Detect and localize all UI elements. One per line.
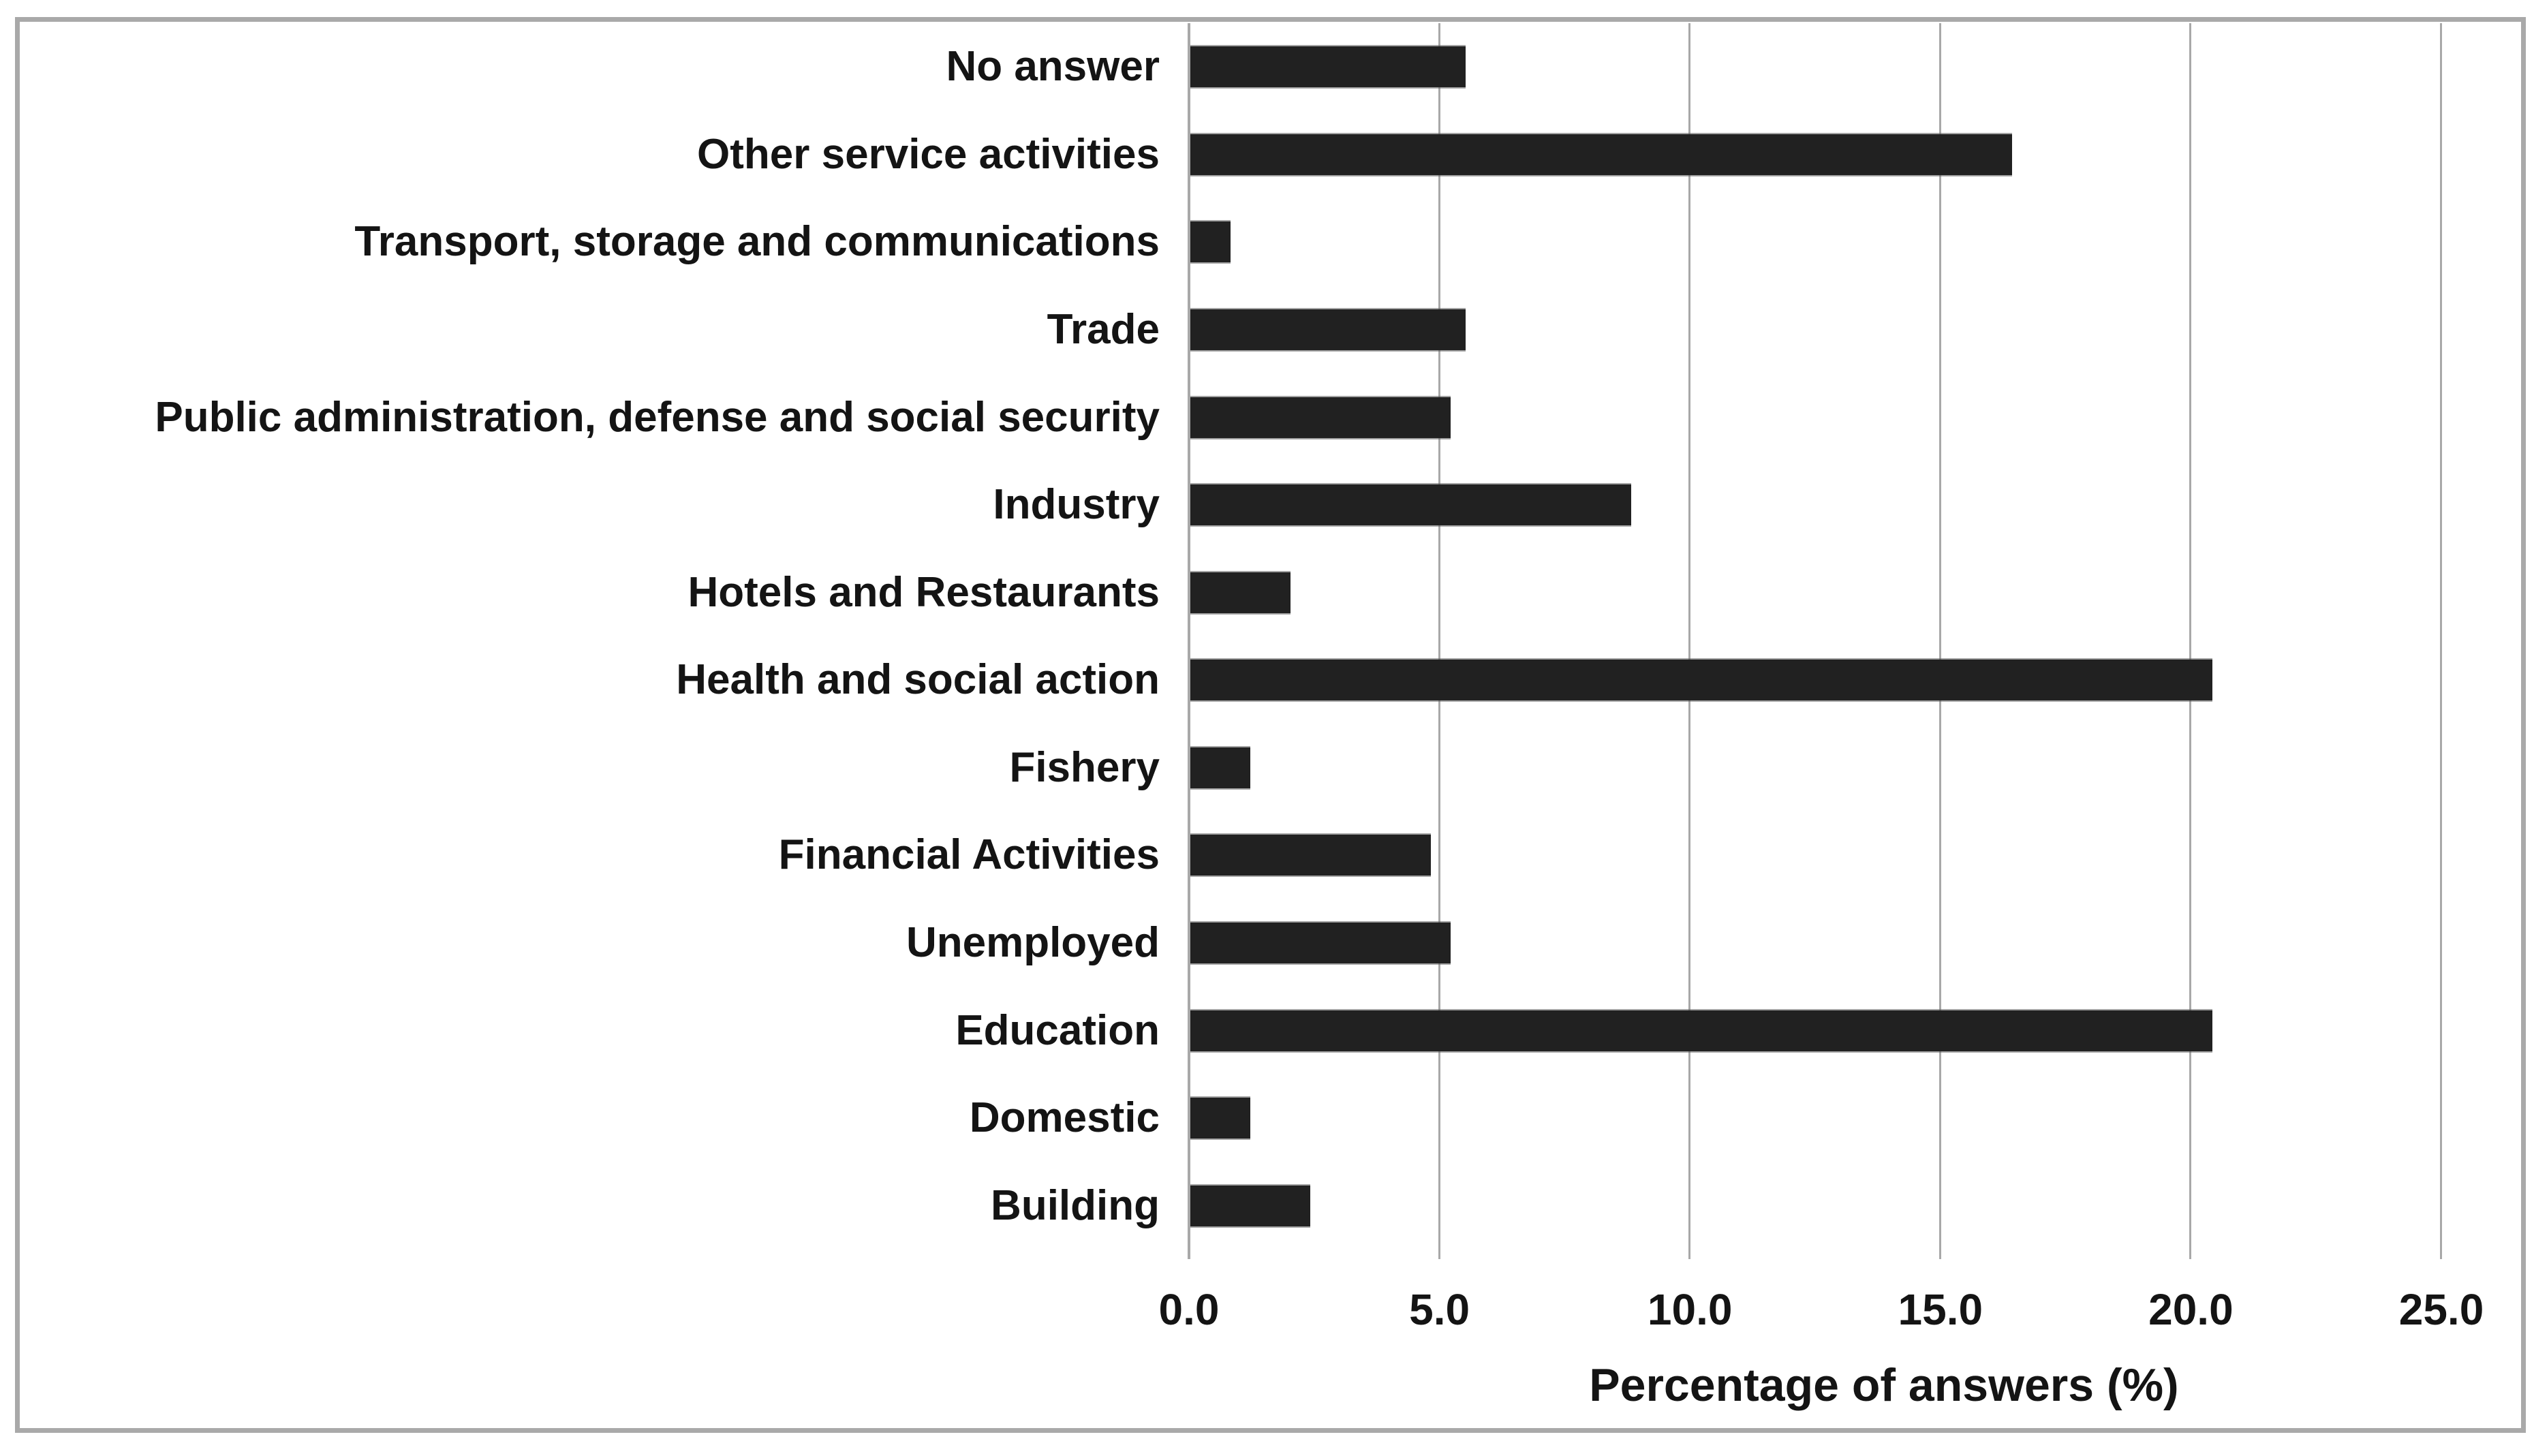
gridline-x-5: [1438, 23, 1440, 1259]
x-tick-label-0.0: 0.0: [1158, 1285, 1220, 1334]
x-tick-label-5.0: 5.0: [1409, 1285, 1470, 1334]
bar-domestic: [1190, 1098, 1251, 1139]
bar-financial-activities: [1190, 835, 1431, 876]
bar-public-administration-defense-and-social-security: [1190, 397, 1451, 438]
bar-industry: [1190, 484, 1631, 526]
category-label: Other service activities: [697, 130, 1160, 178]
bar-unemployed: [1190, 923, 1451, 963]
x-axis-title: Percentage of answers (%): [1589, 1359, 2179, 1411]
figure-border: [15, 17, 2526, 1433]
gridline-x-25: [2440, 23, 2442, 1259]
bar-other-service-activities: [1190, 134, 2012, 175]
x-tick-label-15.0: 15.0: [1898, 1285, 1983, 1334]
category-label: Domestic: [969, 1094, 1160, 1142]
category-label: Fishery: [1009, 743, 1160, 791]
category-label: Trade: [1047, 306, 1160, 353]
bar-hotels-and-restaurants: [1190, 572, 1291, 613]
gridline-x-20: [2189, 23, 2192, 1259]
x-tick-label-25.0: 25.0: [2398, 1285, 2484, 1334]
category-label: Unemployed: [906, 919, 1160, 966]
gridline-x-15: [1938, 23, 1941, 1259]
category-label: Health and social action: [676, 656, 1160, 704]
category-label: Transport, storage and communications: [354, 218, 1160, 266]
bar-health-and-social-action: [1190, 660, 2212, 701]
category-label: Hotels and Restaurants: [687, 568, 1160, 616]
category-label: Public administration, defense and socia…: [155, 393, 1160, 441]
category-label: Building: [991, 1181, 1160, 1229]
category-label: Financial Activities: [778, 831, 1160, 879]
bar-education: [1190, 1010, 2212, 1051]
category-label: Education: [955, 1006, 1160, 1054]
bar-trade: [1190, 309, 1466, 350]
x-tick-label-10.0: 10.0: [1647, 1285, 1733, 1334]
bar-building: [1190, 1185, 1311, 1226]
category-label: Industry: [993, 481, 1160, 529]
bar-fishery: [1190, 747, 1251, 788]
bar-no-answer: [1190, 46, 1466, 88]
y-axis-line: [1188, 23, 1190, 1259]
bar-transport-storage-and-communications: [1190, 221, 1231, 263]
x-tick-label-20.0: 20.0: [2148, 1285, 2234, 1334]
gridline-x-10: [1688, 23, 1691, 1259]
category-label: No answer: [946, 43, 1160, 91]
